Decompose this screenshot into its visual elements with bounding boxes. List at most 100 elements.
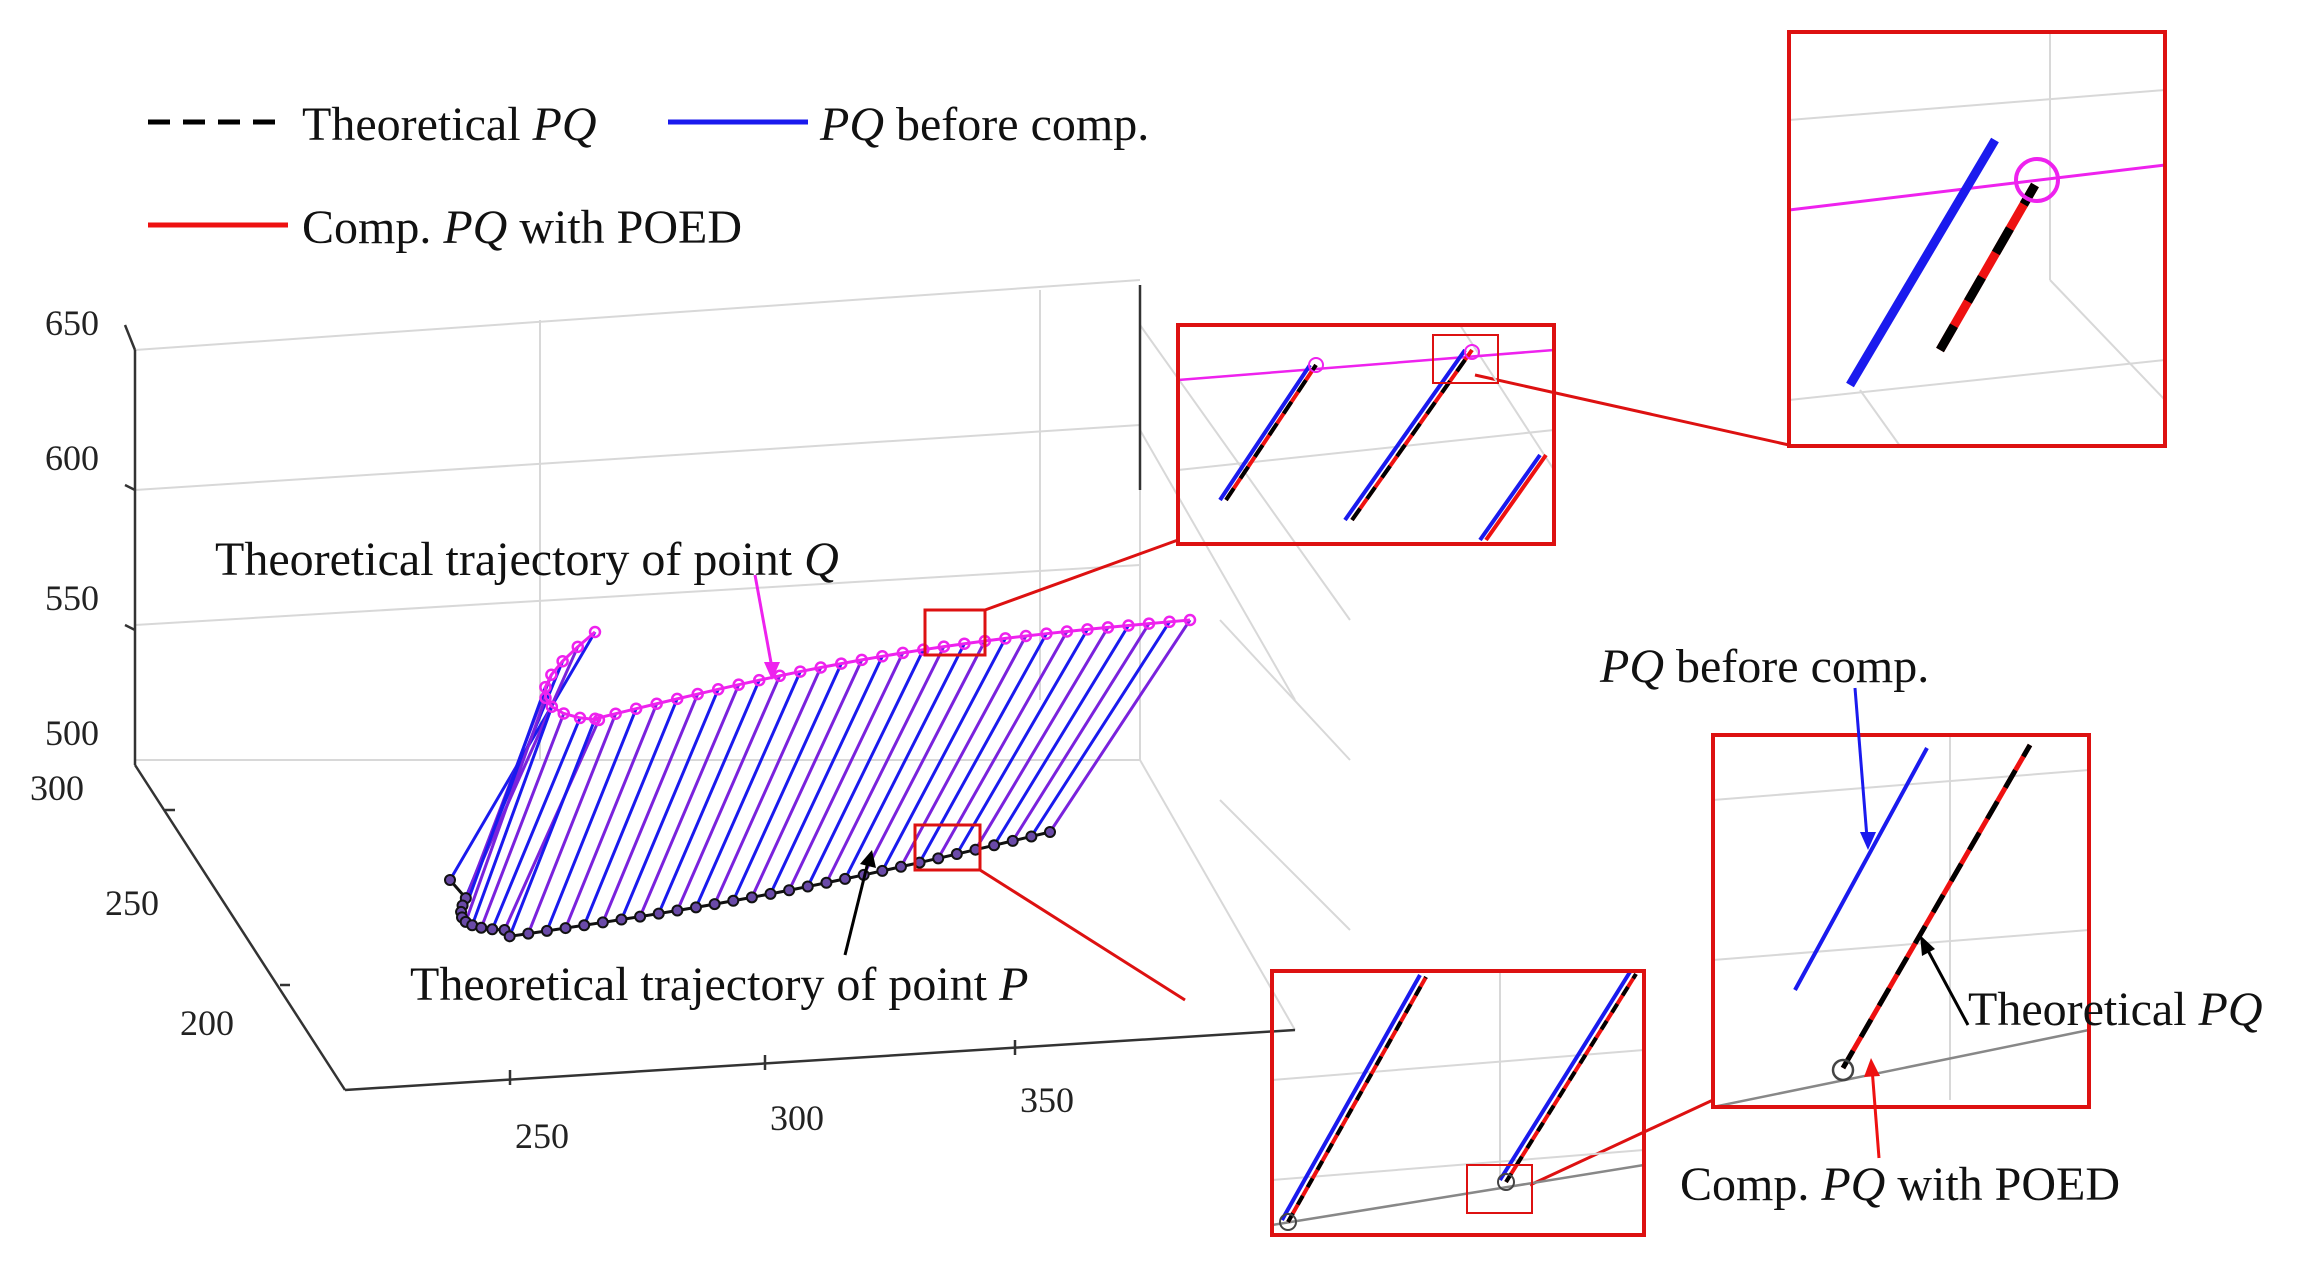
axes-frame bbox=[123, 285, 1296, 1092]
zoom-region-p bbox=[913, 823, 982, 872]
p-point bbox=[932, 852, 945, 865]
q-point bbox=[691, 687, 704, 701]
p-point bbox=[988, 839, 1001, 852]
legend-label-theoretical-italic: PQ bbox=[532, 98, 597, 151]
p-point bbox=[522, 927, 535, 940]
p-point bbox=[876, 864, 889, 877]
q-point bbox=[1101, 621, 1115, 634]
legend-label-theoretical-text: Theoretical bbox=[302, 98, 533, 151]
q-point bbox=[814, 661, 828, 674]
pq-link bbox=[787, 652, 905, 891]
p-point bbox=[540, 924, 553, 937]
annotation-trajectory-q-italic: Q bbox=[804, 533, 839, 586]
annotation-comp-pq-text: Comp. bbox=[1680, 1158, 1821, 1211]
q-point bbox=[732, 678, 745, 691]
q-point bbox=[1081, 623, 1094, 636]
p-point bbox=[727, 894, 740, 907]
annotation-trajectory-q-text: Theoretical trajectory of point bbox=[215, 533, 804, 586]
q-point bbox=[1019, 629, 1033, 643]
q-point bbox=[650, 697, 663, 711]
axes-grid bbox=[134, 279, 1351, 1031]
annotation-comp-pq-italic: PQ bbox=[1820, 1158, 1885, 1211]
annotation-theoretical-pq: Theoretical PQ bbox=[1968, 983, 2263, 1036]
q-point bbox=[794, 665, 807, 678]
p-point bbox=[475, 921, 488, 934]
legend-label-before-comp: PQ before comp. bbox=[819, 98, 1149, 151]
z-axis-ticks: 650 600 550 500 bbox=[45, 303, 99, 753]
pq-link bbox=[862, 640, 987, 876]
q-point bbox=[711, 683, 725, 696]
q-point bbox=[773, 669, 786, 683]
pq-link bbox=[918, 632, 1048, 864]
pq-link bbox=[582, 698, 679, 926]
pq-link bbox=[657, 679, 761, 915]
q-point bbox=[545, 700, 559, 714]
q-point bbox=[917, 643, 930, 656]
pq-link bbox=[955, 628, 1089, 855]
pq-link bbox=[526, 713, 618, 935]
pq-link bbox=[769, 655, 884, 895]
q-point bbox=[937, 640, 951, 653]
legend-label-before-comp-text: before comp. bbox=[884, 98, 1149, 151]
q-point bbox=[573, 711, 587, 725]
z-tick-label: 650 bbox=[45, 303, 99, 343]
pq-link bbox=[1011, 622, 1151, 842]
x-tick-label: 350 bbox=[1020, 1080, 1074, 1120]
q-point bbox=[1142, 617, 1156, 630]
trajectory-plot bbox=[444, 613, 1197, 943]
y-tick-label: 300 bbox=[30, 768, 84, 808]
pq-link bbox=[899, 635, 1028, 868]
annotation-trajectory-p-italic: P bbox=[998, 958, 1028, 1011]
pq-link bbox=[694, 670, 802, 908]
annotation-before-comp-text: before comp. bbox=[1664, 640, 1929, 693]
p-point bbox=[1025, 830, 1038, 843]
p-point bbox=[950, 848, 963, 861]
annotation-trajectory-q: Theoretical trajectory of point Q bbox=[215, 533, 839, 586]
p-point bbox=[615, 913, 628, 926]
q-point bbox=[556, 654, 569, 668]
annotation-comp-pq-text-2: with POED bbox=[1885, 1158, 2120, 1211]
zoom-connectors bbox=[979, 373, 1790, 1187]
q-point bbox=[1122, 619, 1135, 632]
pq-link bbox=[503, 719, 601, 931]
zoom-panel-bottom-right bbox=[1711, 733, 2091, 1109]
pq-link bbox=[713, 666, 823, 905]
axis-tick-marks bbox=[124, 483, 1017, 1085]
q-point bbox=[609, 707, 622, 720]
pq-link bbox=[974, 626, 1110, 851]
zoom-panel-top-center bbox=[1176, 323, 1556, 546]
annotation-arrows bbox=[753, 574, 1970, 1159]
q-point bbox=[1060, 625, 1074, 638]
q-point bbox=[557, 707, 571, 720]
annotation-trajectory-p-text: Theoretical trajectory of point bbox=[410, 958, 999, 1011]
q-point bbox=[588, 712, 602, 725]
q-point bbox=[629, 702, 643, 715]
p-point bbox=[708, 898, 721, 911]
q-point bbox=[999, 632, 1012, 645]
zoom-panel-bottom-center bbox=[1270, 969, 1646, 1237]
p-point bbox=[634, 910, 647, 923]
p-point bbox=[578, 919, 591, 932]
pq-link bbox=[620, 688, 720, 921]
pq-link bbox=[843, 643, 966, 880]
p-point bbox=[783, 884, 796, 897]
p-point bbox=[894, 860, 907, 873]
q-point bbox=[752, 673, 766, 687]
pq-link bbox=[936, 630, 1069, 860]
q-point bbox=[545, 668, 558, 682]
pq-link bbox=[508, 718, 597, 937]
p-point bbox=[671, 904, 684, 917]
annotation-comp-pq: Comp. PQ with POED bbox=[1680, 1158, 2120, 1211]
x-tick-label: 250 bbox=[515, 1116, 569, 1156]
q-point bbox=[588, 625, 602, 639]
pq-link bbox=[1030, 620, 1171, 838]
pq-link bbox=[601, 693, 700, 924]
annotation-before-comp: PQ before comp. bbox=[1599, 640, 1929, 693]
p-point bbox=[689, 901, 702, 914]
p-point bbox=[559, 922, 572, 935]
zoom-panel-top-right bbox=[1787, 30, 2167, 448]
z-tick-label: 500 bbox=[45, 713, 99, 753]
legend-label-comp-poed-text-2: with POED bbox=[507, 201, 742, 254]
p-point bbox=[596, 916, 609, 929]
